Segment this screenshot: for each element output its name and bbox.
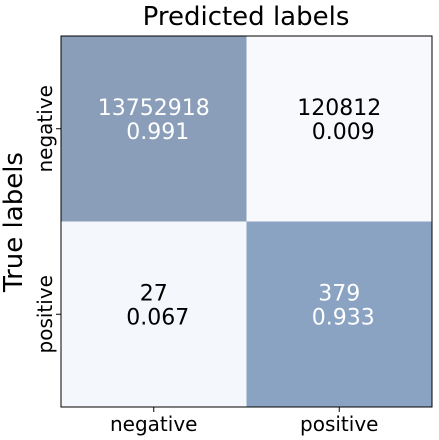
cell-ratio-label: 0.009 xyxy=(312,120,375,145)
heatmap-cell xyxy=(61,221,247,407)
heatmap-cell xyxy=(246,221,432,407)
cell-ratio-label: 0.067 xyxy=(126,305,189,330)
y-axis-label: True labels xyxy=(0,152,29,293)
cell-count-label: 13752918 xyxy=(98,96,210,121)
x-tick-label: negative xyxy=(110,412,197,436)
cell-count-label: 27 xyxy=(140,281,168,306)
heatmap-cell xyxy=(61,36,247,222)
chart-title: Predicted labels xyxy=(143,2,350,32)
x-tick-label: positive xyxy=(300,412,378,436)
y-tick-label: negative xyxy=(33,85,57,172)
cell-count-label: 379 xyxy=(318,281,360,306)
axis-ticks: negative positive negative positive xyxy=(33,85,378,436)
cell-ratio-label: 0.991 xyxy=(126,120,189,145)
cell-count-label: 120812 xyxy=(297,96,381,121)
plot-frame xyxy=(60,35,433,408)
cell-ratio-label: 0.933 xyxy=(312,305,375,330)
y-tick-label: positive xyxy=(33,275,57,353)
heatmap-cell xyxy=(246,36,432,222)
